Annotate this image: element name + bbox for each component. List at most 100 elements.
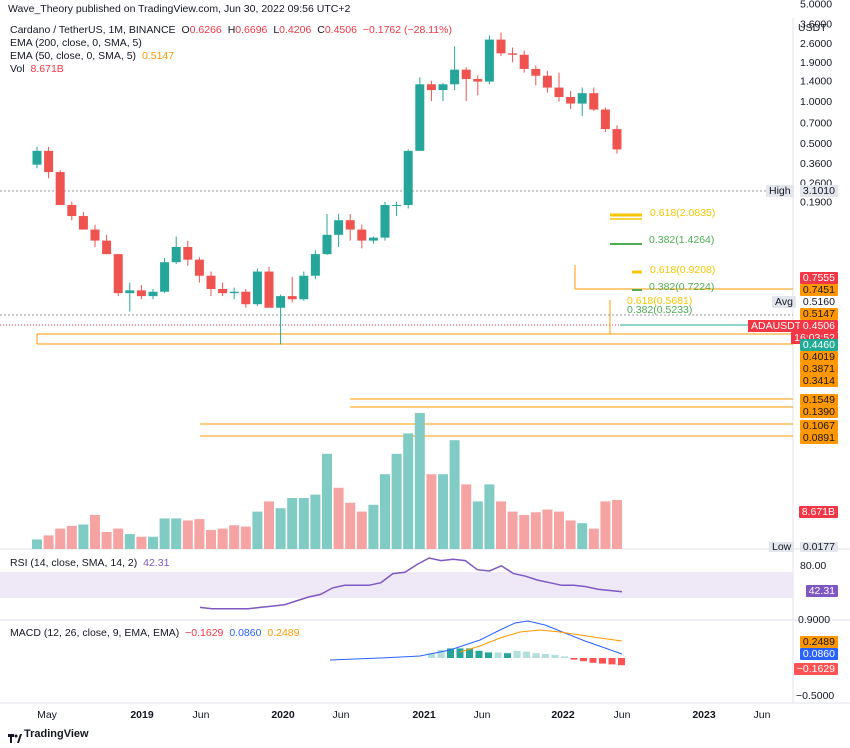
candle-body (252, 271, 262, 305)
high-marker-label: High (766, 185, 794, 197)
time-label-2023: 2023 (692, 709, 716, 721)
volume-bar (124, 534, 135, 549)
macd-label: MACD (12, 26, close, 9, EMA, EMA) (10, 627, 180, 639)
candle-body (461, 69, 471, 80)
volume-tag: 8.671B (798, 506, 838, 518)
macd-histogram-bar (494, 652, 502, 658)
last-price-tag: 0.4506 (799, 320, 838, 332)
macd-histogram-bar (570, 658, 578, 660)
volume-bar (148, 536, 158, 549)
price-tag-03871: 0.3871 (799, 363, 838, 375)
open-label: O (181, 24, 190, 36)
fib-label-0382-upper: 0.382(1.4264) (649, 234, 715, 246)
high-marker-value: 3.1010 (799, 185, 838, 197)
volume-bar (472, 501, 483, 549)
volume-bar (275, 508, 286, 549)
rsi-label: RSI (14, close, SMA, 14, 2) (10, 557, 138, 569)
volume-bar (484, 484, 495, 549)
price-tag-03414: 0.3414 (799, 375, 838, 387)
close-value: 0.4506 (324, 24, 357, 36)
macd-histogram-bar (504, 653, 511, 658)
currency-label: USDT (798, 22, 827, 34)
candle-body (392, 204, 402, 206)
ema50-legend[interactable]: EMA (50, close, 0, SMA, 5) 0.5147 (10, 50, 177, 62)
candle-body (67, 204, 77, 217)
volume-bar (32, 539, 42, 549)
price-tag-04460: 0.4460 (799, 339, 838, 351)
fib-label-0618-lower: 0.618(0.5681) (627, 295, 693, 307)
candle-body (322, 234, 332, 255)
volume-bar (565, 520, 576, 549)
symbol-title[interactable]: Cardano / TetherUS, 1M, BINANCE (10, 24, 176, 36)
rsi-value: 42.31 (143, 557, 170, 569)
candle-body (264, 271, 274, 308)
candle-body (508, 53, 518, 55)
price-tick-label: 1.9000 (800, 57, 832, 69)
price-tick-label: 0.1900 (800, 197, 832, 209)
candle-body (403, 150, 413, 205)
change-value: −0.1762 (−28.11%) (362, 24, 452, 36)
candle-body (496, 39, 506, 54)
volume-value: 8.671B (30, 63, 64, 75)
time-label-jun-2021: Jun (473, 709, 491, 721)
candle-body (78, 216, 88, 230)
candle-body (125, 290, 135, 294)
macd-histogram-bar (485, 652, 492, 658)
macd-legend[interactable]: MACD (12, 26, close, 9, EMA, EMA) −0.162… (10, 627, 302, 639)
macd-histogram-bar (561, 656, 568, 658)
volume-bar (356, 511, 367, 549)
time-label-2021: 2021 (412, 709, 436, 721)
volume-bar (600, 501, 611, 549)
ema200-legend[interactable]: EMA (200, close, 0, SMA, 5) (10, 37, 145, 49)
price-tag-04019: 0.4019 (799, 351, 838, 363)
volume-bar (229, 525, 240, 549)
candle-body (450, 69, 460, 85)
volume-bar (403, 433, 414, 549)
candle-body (554, 87, 564, 98)
volume-bar (55, 528, 66, 549)
volume-bar (298, 498, 309, 549)
volume-bar (368, 504, 379, 549)
candle-body (287, 296, 297, 300)
candle-body (44, 150, 54, 173)
volume-bar (449, 440, 460, 549)
volume-bar (345, 502, 356, 549)
volume-bar (333, 487, 344, 549)
candle-body (310, 254, 320, 276)
price-tag-07555: 0.7555 (799, 272, 838, 284)
macd-hist-value: −0.1629 (185, 627, 224, 639)
macd-line-tag: 0.0860 (799, 648, 838, 660)
low-label: L (273, 24, 280, 36)
candle-body (218, 288, 228, 294)
candle-body (589, 93, 599, 110)
macd-histogram-bar (599, 658, 606, 664)
volume-bar (252, 511, 263, 549)
macd-hist-tag: −0.1629 (793, 663, 838, 675)
time-label-2020: 2020 (271, 709, 295, 721)
macd-histogram-bar (589, 658, 597, 663)
candle-body (577, 93, 587, 104)
price-tag-05147: 0.5147 (799, 308, 838, 320)
rsi-tick-80: 80.00 (800, 560, 827, 572)
candle-body (542, 75, 552, 88)
candle-body (484, 39, 494, 82)
rsi-legend[interactable]: RSI (14, close, SMA, 14, 2) 42.31 (10, 557, 172, 569)
volume-bar (322, 453, 332, 549)
symbol-legend: Cardano / TetherUS, 1M, BINANCE O0.6266 … (10, 24, 455, 36)
candle-body (276, 296, 286, 308)
volume-bar (391, 453, 402, 549)
candle-body (55, 172, 65, 205)
volume-bar (78, 524, 89, 549)
candle-body (113, 254, 123, 294)
price-tick-label: 0.5000 (800, 138, 832, 150)
symbol-tag: ADAUSDT (748, 320, 805, 332)
candle-body (148, 291, 158, 297)
candle-body (206, 275, 216, 289)
candle-body (241, 291, 251, 305)
volume-legend[interactable]: Vol 8.671B (10, 63, 67, 75)
fib-label-0618-upper: 0.618(2.0835) (650, 207, 716, 219)
candle-body (600, 109, 610, 130)
macd-tick-top: 0.9000 (798, 614, 831, 626)
candle-body (136, 290, 146, 297)
